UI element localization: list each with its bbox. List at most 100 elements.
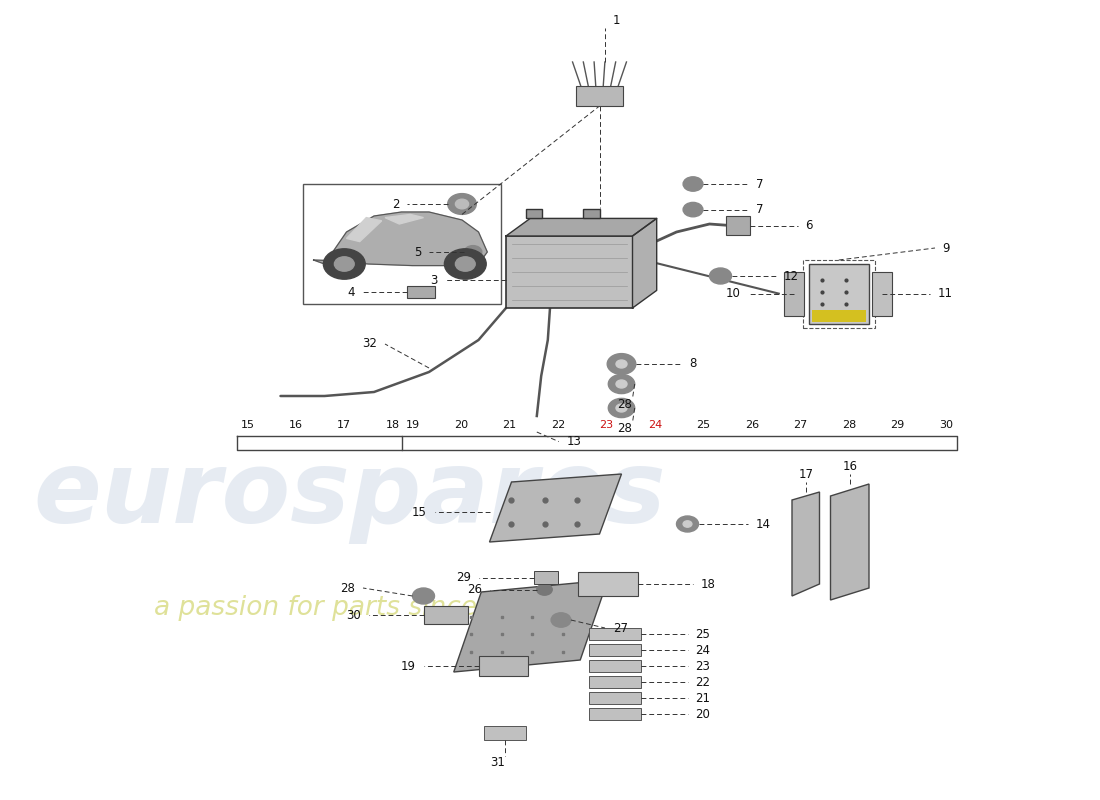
Circle shape xyxy=(448,194,476,214)
Text: 18: 18 xyxy=(701,578,716,590)
Text: 24: 24 xyxy=(648,421,662,430)
Text: 25: 25 xyxy=(696,421,711,430)
Text: 1: 1 xyxy=(613,14,620,27)
Text: 27: 27 xyxy=(613,622,628,634)
Text: 16: 16 xyxy=(289,421,302,430)
Text: 19: 19 xyxy=(400,659,416,673)
Text: 23: 23 xyxy=(600,421,614,430)
Polygon shape xyxy=(632,218,657,308)
Text: 28: 28 xyxy=(617,422,632,435)
Text: 30: 30 xyxy=(346,609,361,622)
Text: 28: 28 xyxy=(340,582,355,594)
Polygon shape xyxy=(453,580,607,672)
Text: 27: 27 xyxy=(793,421,807,430)
Text: 11: 11 xyxy=(937,287,953,300)
Text: a passion for parts since 1985: a passion for parts since 1985 xyxy=(154,595,552,621)
Bar xyxy=(588,660,641,672)
Text: 16: 16 xyxy=(843,459,857,473)
Text: 30: 30 xyxy=(939,421,953,430)
Text: 14: 14 xyxy=(756,518,771,530)
Polygon shape xyxy=(385,214,424,224)
Circle shape xyxy=(710,268,732,284)
Text: 3: 3 xyxy=(430,274,438,286)
Circle shape xyxy=(616,404,627,412)
Text: 26: 26 xyxy=(466,583,482,596)
Bar xyxy=(583,209,600,218)
Text: 19: 19 xyxy=(406,421,419,430)
Text: 29: 29 xyxy=(890,421,904,430)
Text: 20: 20 xyxy=(454,421,469,430)
Text: 17: 17 xyxy=(338,421,351,430)
Text: 5: 5 xyxy=(414,246,421,258)
Circle shape xyxy=(455,199,469,209)
Bar xyxy=(424,606,468,624)
Text: 31: 31 xyxy=(490,756,505,769)
Text: 7: 7 xyxy=(756,178,763,190)
Text: 7: 7 xyxy=(756,203,763,216)
Text: 17: 17 xyxy=(799,467,813,481)
Text: 12: 12 xyxy=(783,270,799,282)
Polygon shape xyxy=(506,218,657,236)
Circle shape xyxy=(444,249,486,279)
Polygon shape xyxy=(490,474,622,542)
Polygon shape xyxy=(792,492,820,596)
Bar xyxy=(808,264,869,324)
Bar xyxy=(812,310,866,322)
Circle shape xyxy=(412,588,434,604)
Bar xyxy=(478,656,528,676)
Text: 20: 20 xyxy=(695,707,711,721)
Text: 23: 23 xyxy=(695,659,711,673)
Circle shape xyxy=(683,177,703,191)
Text: 4: 4 xyxy=(348,286,355,298)
Text: 22: 22 xyxy=(695,675,711,689)
Text: 25: 25 xyxy=(695,627,711,641)
Text: 18: 18 xyxy=(386,421,399,430)
Circle shape xyxy=(683,521,692,527)
Text: 21: 21 xyxy=(503,421,517,430)
Circle shape xyxy=(608,374,635,394)
Bar xyxy=(526,209,542,218)
Bar xyxy=(588,708,641,720)
Text: 15: 15 xyxy=(241,421,254,430)
Bar xyxy=(302,184,500,304)
Text: 13: 13 xyxy=(566,435,582,448)
Circle shape xyxy=(537,584,552,595)
Text: 8: 8 xyxy=(690,358,697,370)
Bar xyxy=(588,676,641,688)
Circle shape xyxy=(616,380,627,388)
Bar xyxy=(588,644,641,656)
Text: 6: 6 xyxy=(805,219,813,232)
Circle shape xyxy=(464,246,482,258)
Text: 15: 15 xyxy=(411,506,427,518)
Text: 10: 10 xyxy=(725,287,740,300)
Text: 24: 24 xyxy=(695,643,711,657)
Circle shape xyxy=(323,249,365,279)
Bar xyxy=(726,216,750,235)
Circle shape xyxy=(616,360,627,368)
Circle shape xyxy=(676,516,698,532)
Circle shape xyxy=(683,202,703,217)
Text: eurospares: eurospares xyxy=(33,447,666,545)
Text: 32: 32 xyxy=(362,338,377,350)
Circle shape xyxy=(551,613,571,627)
Circle shape xyxy=(455,257,475,271)
Bar xyxy=(578,572,638,596)
Text: 28: 28 xyxy=(842,421,856,430)
Bar xyxy=(803,260,874,328)
Bar xyxy=(588,628,641,640)
Bar xyxy=(506,236,632,308)
Text: 22: 22 xyxy=(551,421,565,430)
Bar xyxy=(588,692,641,704)
Bar xyxy=(534,571,558,584)
Text: 29: 29 xyxy=(455,571,471,584)
Bar xyxy=(407,286,434,298)
Text: 2: 2 xyxy=(392,198,399,210)
Text: 26: 26 xyxy=(745,421,759,430)
Bar xyxy=(872,272,892,316)
Bar xyxy=(484,726,526,740)
Text: 21: 21 xyxy=(695,691,711,705)
Text: 28: 28 xyxy=(617,398,632,411)
Circle shape xyxy=(334,257,354,271)
Bar xyxy=(784,272,804,316)
Bar xyxy=(576,86,623,106)
